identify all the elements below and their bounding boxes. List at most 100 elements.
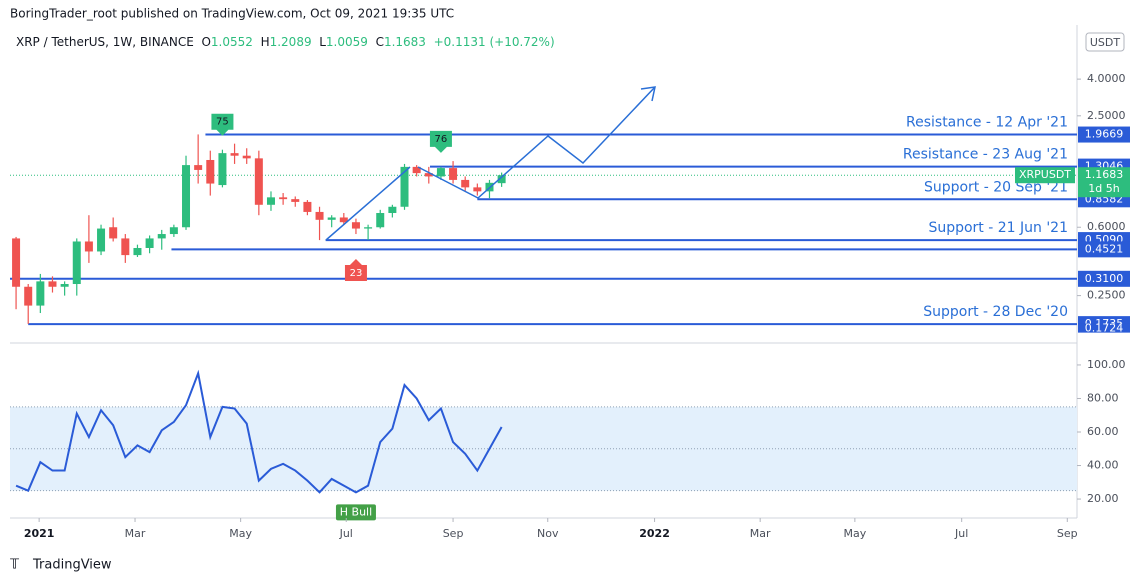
x-tick-label: Mar <box>750 527 771 540</box>
last-price-symbol: XRPUSDT <box>1019 168 1071 181</box>
y-tick-label: 2.5000 <box>1087 109 1126 122</box>
level-price-box <box>1078 241 1130 258</box>
candle-body <box>48 281 57 287</box>
candle-body <box>218 153 227 186</box>
footer-brand: TradingView <box>32 558 112 573</box>
level-name: Resistance - 23 Aug '21 <box>903 147 1068 163</box>
candle-body <box>121 238 130 256</box>
signal-marker <box>344 259 367 282</box>
last-price: 1.1683 <box>1085 168 1124 181</box>
rsi-tick-label: 40.00 <box>1087 459 1119 472</box>
candle-body <box>84 241 93 252</box>
x-tick-label: May <box>843 527 866 540</box>
x-tick-label: Jul <box>339 527 353 540</box>
candle-body <box>315 211 324 220</box>
annotation-box <box>335 504 376 521</box>
ohlc-value: 1.0552 <box>211 35 253 49</box>
arrow-head <box>640 86 656 102</box>
signal-marker <box>429 130 452 153</box>
level-name: Resistance - 12 Apr '21 <box>906 115 1068 131</box>
x-tick-label: May <box>229 527 252 540</box>
ohlc-value: 1.0059 <box>326 35 368 49</box>
x-tick-label: Jul <box>954 527 968 540</box>
x-tick-label: 2021 <box>24 527 55 540</box>
candle-body <box>230 153 239 156</box>
x-tick-label: Mar <box>125 527 146 540</box>
candle-body <box>291 199 300 202</box>
signal-label: 23 <box>350 268 363 279</box>
countdown: 1d 5h <box>1088 182 1119 195</box>
clipped-price-box <box>1078 323 1130 333</box>
candle-body <box>376 213 385 228</box>
candle-body <box>182 165 191 228</box>
ohlc-key: O <box>201 35 210 49</box>
clipped-price: 0.1724 <box>1085 322 1124 335</box>
candle-body <box>436 168 445 177</box>
last-price-box <box>1015 167 1075 184</box>
candle-body <box>36 281 45 306</box>
candle-body <box>24 286 33 306</box>
signal-label: 76 <box>435 134 448 145</box>
y-tick-label: 4.0000 <box>1087 72 1126 85</box>
rsi-tick-label: 60.00 <box>1087 425 1119 438</box>
candle-body <box>133 247 142 256</box>
x-tick-label: Sep <box>443 527 464 540</box>
candle-body <box>145 238 154 248</box>
currency-label[interactable]: USDT <box>1090 36 1121 49</box>
candle-body <box>424 173 433 177</box>
plot: Resistance - 12 Apr '21 Resistance - 23 A… <box>10 113 1077 521</box>
rsi-tick-label: 80.00 <box>1087 391 1119 404</box>
candle-body <box>473 187 482 192</box>
drawing-line <box>325 166 411 241</box>
candle-body <box>266 197 275 205</box>
level-name: Support - 28 Dec '20 <box>923 304 1068 320</box>
candle-body <box>303 201 312 212</box>
level-name: Support - 21 Jun '21 <box>928 220 1068 236</box>
level-price: 1.9669 <box>1085 128 1124 141</box>
candle-body <box>351 222 360 229</box>
change-pct: (+10.72%) <box>489 35 554 49</box>
x-tick-label: Nov <box>537 527 559 540</box>
candle-body <box>339 217 348 223</box>
ohlc-key: L <box>319 35 326 49</box>
candle-body <box>194 165 203 170</box>
candle-body <box>206 159 215 184</box>
signal-marker <box>211 113 234 136</box>
ohlc-value: 1.2089 <box>270 35 312 49</box>
candle-body <box>279 197 288 200</box>
candle-body <box>72 241 81 285</box>
candle-body <box>109 227 118 239</box>
y-tick-label: 0.2500 <box>1087 289 1126 302</box>
candle-body <box>497 175 506 184</box>
candle-body <box>242 155 251 159</box>
change: +0.1131 <box>434 35 486 49</box>
candle-body <box>364 227 373 229</box>
level-name: Support - 20 Sep '21 <box>924 179 1068 195</box>
currency-button[interactable] <box>1085 32 1125 52</box>
x-tick-label: Sep <box>1057 527 1078 540</box>
candle-body <box>449 168 458 180</box>
axes: XRP / TetherUS, 1W, BINANCE O1.0552 H1.2… <box>16 35 1130 540</box>
level-price-box <box>1078 270 1130 287</box>
ohlc-legend: XRP / TetherUS, 1W, BINANCE O1.0552 H1.2… <box>16 35 555 49</box>
rsi-tick-label: 100.00 <box>1087 358 1126 371</box>
symbol: XRP / TetherUS, 1W, BINANCE <box>16 35 194 49</box>
level-price-box <box>1078 126 1130 143</box>
signal-label: 75 <box>216 117 229 128</box>
candle-body <box>327 217 336 220</box>
rsi-tick-label: 20.00 <box>1087 492 1119 505</box>
candle-body <box>169 227 178 235</box>
x-tick-label: 2022 <box>639 527 670 540</box>
candle-body <box>400 166 409 207</box>
publish-line: BoringTrader_root published on TradingVi… <box>10 7 454 21</box>
ohlc-value: 1.1683 <box>384 35 426 49</box>
candle-body <box>412 166 421 174</box>
candle-body <box>12 238 21 287</box>
candle-body <box>60 284 69 287</box>
rsi-band <box>10 406 1077 492</box>
ohlc-key: C <box>376 35 384 49</box>
last-price-axis-box <box>1078 167 1130 198</box>
